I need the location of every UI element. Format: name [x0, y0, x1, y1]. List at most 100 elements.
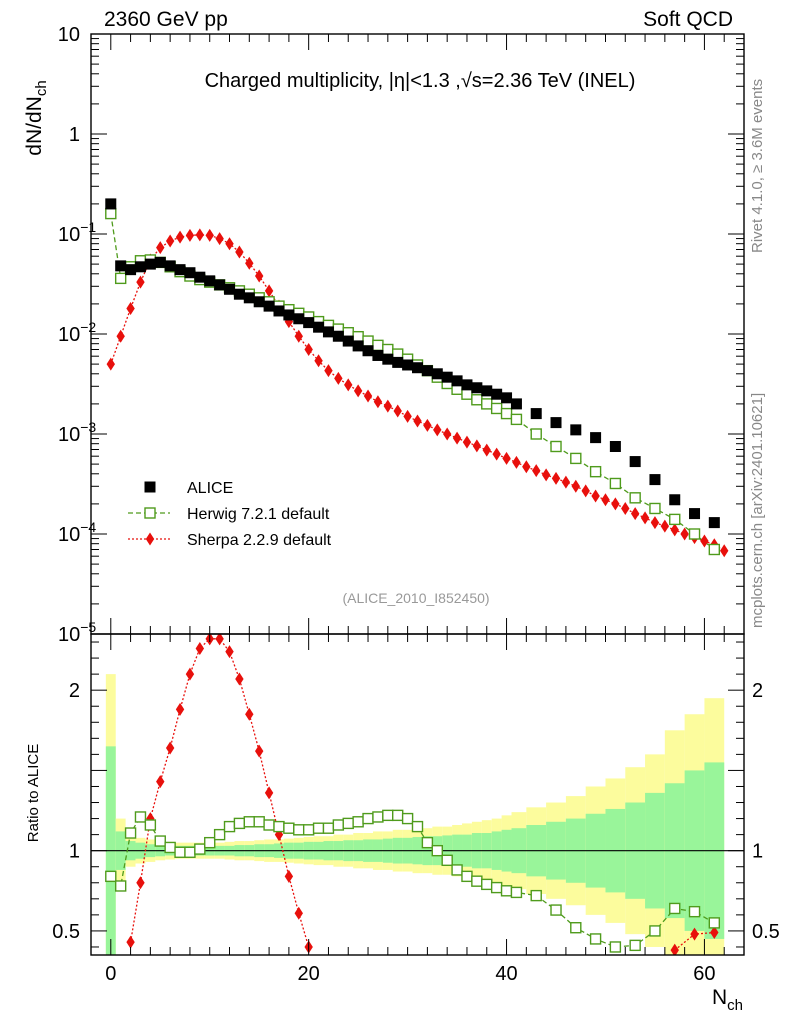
sherpa-ratio-point	[126, 935, 135, 949]
herwig-point	[550, 440, 562, 453]
sherpa-point	[334, 371, 343, 385]
herwig-point	[105, 207, 117, 220]
herwig-ratio-point	[461, 870, 473, 883]
sherpa-point	[195, 228, 205, 242]
sherpa-ratio-point	[215, 634, 224, 646]
herwig-point	[114, 272, 127, 285]
alice-point	[243, 292, 255, 304]
herwig-ratio-point	[490, 881, 503, 894]
alice-point	[293, 313, 305, 325]
sherpa-point	[650, 516, 660, 530]
sherpa-ratio-point	[136, 876, 145, 890]
sherpa-point	[215, 232, 224, 246]
alice-point	[134, 261, 146, 273]
y-axis-title-ratio: Ratio to ALICE	[25, 744, 42, 842]
sherpa-point	[393, 404, 402, 418]
sherpa-point	[462, 435, 472, 449]
sherpa-ratio-point	[294, 906, 303, 920]
alice-point	[263, 300, 275, 312]
herwig-ratio-point	[530, 889, 542, 902]
sherpa-point	[165, 234, 175, 248]
herwig-ratio-point	[174, 846, 186, 858]
herwig-point	[362, 335, 374, 347]
alice-point	[451, 375, 463, 387]
sherpa-ratio-point	[175, 702, 185, 716]
x-tick-label: 60	[693, 963, 715, 985]
sherpa-ratio-line	[129, 638, 310, 948]
sherpa-ratio-point	[245, 707, 254, 721]
sherpa-point	[294, 329, 303, 343]
alice-point	[154, 256, 166, 268]
herwig-ratio-point	[283, 822, 295, 834]
ratio-panel: 0.5 0.51 12 20 20 40 60 Ratio to ALICE Nch	[25, 633, 780, 1014]
herwig-ratio-point	[213, 828, 226, 841]
ratio-y-tick-label-right: 0.5	[752, 921, 780, 943]
herwig-ratio-point	[105, 870, 117, 883]
sherpa-ratio-point	[156, 775, 165, 789]
sherpa-point	[502, 451, 511, 465]
herwig-ratio-point	[124, 827, 137, 839]
sherpa-point	[660, 519, 670, 533]
herwig-ratio-point	[609, 941, 622, 953]
herwig-ratio-point	[253, 816, 265, 828]
sherpa-point	[700, 534, 709, 548]
sherpa-point	[601, 493, 610, 507]
legend: ALICE Herwig 7.2.1 default Sherpa 2.2.9 de…	[128, 480, 332, 549]
legend-label: Sherpa 2.2.9 default	[187, 532, 332, 549]
herwig-point	[481, 398, 493, 410]
herwig-ratio-point	[401, 812, 414, 825]
x-tick-label: 40	[495, 963, 517, 985]
sherpa-point	[611, 497, 620, 511]
ratio-y-tick-label-right: 1	[752, 841, 763, 863]
alice-point	[233, 288, 245, 300]
alice-point	[273, 305, 285, 317]
herwig-point	[471, 394, 483, 406]
alice-point	[204, 275, 216, 287]
herwig-point	[708, 543, 721, 556]
herwig-point	[382, 343, 394, 356]
herwig-ratio-point	[322, 822, 335, 834]
alice-point	[362, 345, 374, 357]
alice-point	[491, 388, 503, 400]
alice-point	[441, 371, 453, 383]
herwig-point	[372, 339, 384, 352]
svg-text:Nch: Nch	[712, 986, 743, 1014]
alice-point	[530, 408, 542, 420]
sherpa-point	[720, 544, 729, 558]
herwig-ratio-point	[134, 811, 147, 823]
sherpa-point	[492, 447, 501, 461]
herwig-ratio-point	[708, 917, 721, 929]
header-left: 2360 GeV pp	[104, 8, 228, 31]
sherpa-point	[541, 468, 551, 482]
herwig-ratio-point	[382, 809, 394, 822]
ratio-y-tick-label: 2	[69, 680, 80, 702]
alice-point	[372, 349, 384, 361]
analysis-tag: (ALICE_2010_I852450)	[342, 590, 489, 606]
y-tick-label: 10	[58, 24, 80, 46]
sherpa-point	[630, 507, 640, 521]
herwig-point	[530, 428, 542, 440]
ratio-y-tick-label: 0.5	[52, 921, 80, 943]
sherpa-ratio-point	[195, 641, 205, 655]
legend-label: ALICE	[187, 480, 233, 497]
sherpa-point	[264, 284, 274, 298]
sherpa-point	[205, 228, 214, 242]
herwig-point	[669, 513, 681, 526]
y-tick-label: 10−5	[58, 619, 96, 646]
ratio-frame	[90, 633, 745, 956]
herwig-ratio-point	[154, 835, 166, 847]
herwig-ratio-point	[372, 811, 384, 823]
legend-marker	[144, 507, 156, 519]
sherpa-ratio-point	[254, 744, 264, 758]
alice-point	[322, 326, 334, 338]
sherpa-ratio-point	[710, 926, 719, 940]
herwig-ratio-point	[233, 817, 246, 830]
herwig-ratio-point	[144, 819, 157, 831]
sherpa-point	[551, 471, 561, 485]
sherpa-point	[413, 414, 422, 428]
sherpa-point	[126, 301, 135, 315]
herwig-point	[510, 413, 523, 426]
sherpa-point	[571, 479, 581, 493]
herwig-point	[500, 407, 513, 420]
sherpa-point	[324, 364, 333, 378]
